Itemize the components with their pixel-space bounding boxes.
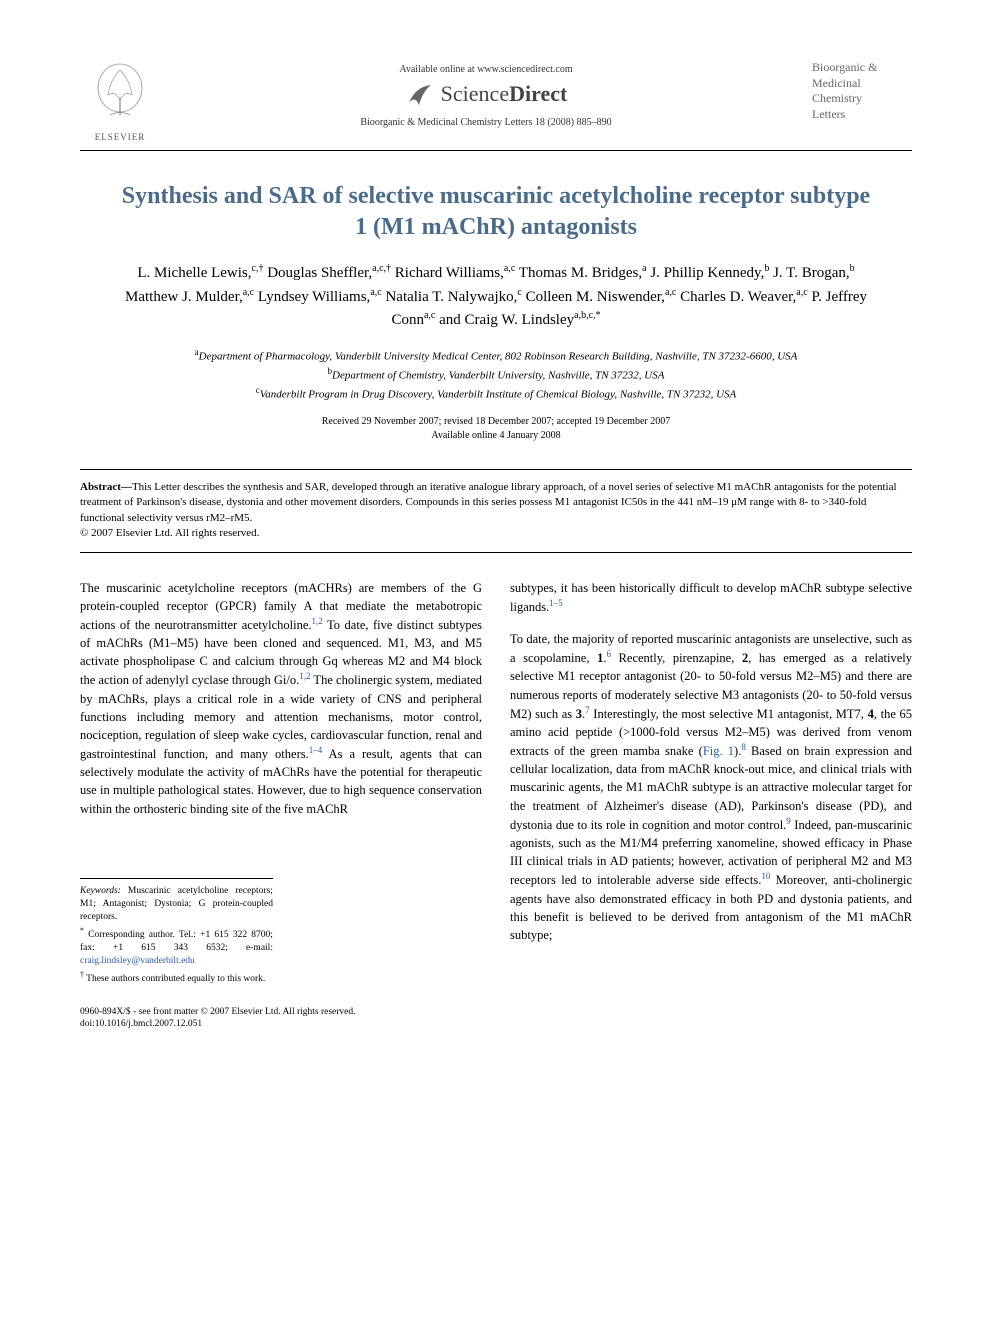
affiliation-b-text: Department of Chemistry, Vanderbilt Univ… — [332, 370, 664, 382]
article-dates: Received 29 November 2007; revised 18 De… — [80, 415, 912, 443]
citation-line: Bioorganic & Medicinal Chemistry Letters… — [160, 117, 812, 128]
journal-name-l1: Bioorganic & — [812, 60, 912, 76]
lp-r2[interactable]: 1,2 — [299, 671, 310, 681]
affiliation-a: aDepartment of Pharmacology, Vanderbilt … — [120, 346, 872, 365]
doi-line: doi:10.1016/j.bmcl.2007.12.051 — [80, 1018, 912, 1030]
journal-name-l2: Medicinal — [812, 76, 912, 92]
abstract-box: Abstract—This Letter describes the synth… — [80, 469, 912, 553]
journal-name-l3: Chemistry — [812, 91, 912, 107]
footnotes: Keywords: Muscarinic acetylcholine recep… — [80, 878, 273, 986]
affiliation-c-text: Vanderbilt Program in Drug Discovery, Va… — [260, 389, 737, 401]
corr-email-link[interactable]: craig.lindsley@vanderbilt.edu — [80, 956, 195, 966]
corr-text: Corresponding author. Tel.: +1 615 322 8… — [80, 930, 273, 953]
journal-header: ELSEVIER Available online at www.science… — [80, 60, 912, 142]
affiliation-a-text: Department of Pharmacology, Vanderbilt U… — [199, 351, 798, 363]
sciencedirect-text: ScienceDirect — [441, 81, 568, 107]
elsevier-tree-icon — [90, 60, 150, 130]
front-matter-line: 0960-894X/$ - see front matter © 2007 El… — [80, 1006, 912, 1018]
abstract-copyright: © 2007 Elsevier Ltd. All rights reserved… — [80, 526, 912, 541]
affiliation-b: bDepartment of Chemistry, Vanderbilt Uni… — [120, 365, 872, 384]
sciencedirect-swoosh-icon — [405, 81, 435, 107]
lp-r1[interactable]: 1,2 — [312, 616, 323, 626]
abstract-text: This Letter describes the synthesis and … — [80, 481, 897, 524]
abstract-paragraph: Abstract—This Letter describes the synth… — [80, 480, 912, 526]
keywords-label: Keywords: — [80, 886, 121, 896]
left-paragraph: The muscarinic acetylcholine receptors (… — [80, 579, 482, 818]
rp2-f: Interestingly, the most selective M1 ant… — [590, 707, 868, 721]
authors-list: L. Michelle Lewis,c,† Douglas Sheffler,a… — [110, 261, 882, 332]
lp-r3[interactable]: 1–4 — [309, 745, 323, 755]
right-paragraph-1: subtypes, it has been historically diffi… — [510, 579, 912, 616]
equal-contribution: † These authors contributed equally to t… — [80, 969, 273, 986]
article-title: Synthesis and SAR of selective muscarini… — [120, 181, 872, 243]
bottom-matter: 0960-894X/$ - see front matter © 2007 El… — [80, 1006, 912, 1031]
affiliation-c: cVanderbilt Program in Drug Discovery, V… — [120, 384, 872, 403]
rp1-r1[interactable]: 1–5 — [549, 598, 563, 608]
journal-name-l4: Letters — [812, 107, 912, 123]
elsevier-label: ELSEVIER — [95, 132, 146, 142]
right-paragraph-2: To date, the majority of reported muscar… — [510, 630, 912, 944]
available-online-text: Available online at www.sciencedirect.co… — [160, 64, 812, 75]
sd-suffix: Direct — [509, 81, 567, 106]
sciencedirect-logo: ScienceDirect — [160, 81, 812, 107]
fig1-link[interactable]: Fig. 1 — [703, 744, 734, 758]
affiliations: aDepartment of Pharmacology, Vanderbilt … — [120, 346, 872, 403]
rp2-r6[interactable]: 10 — [761, 871, 770, 881]
abstract-label: Abstract— — [80, 481, 132, 493]
rp1-s1: subtypes, it has been historically diffi… — [510, 581, 912, 614]
rp2-c: Recently, pirenzapine, — [611, 651, 742, 665]
keywords-line: Keywords: Muscarinic acetylcholine recep… — [80, 885, 273, 925]
header-rule — [80, 150, 912, 151]
journal-name-block: Bioorganic & Medicinal Chemistry Letters — [812, 60, 912, 122]
dagger-text: These authors contributed equally to thi… — [84, 974, 265, 984]
dates-line2: Available online 4 January 2008 — [80, 429, 912, 443]
right-column: subtypes, it has been historically diffi… — [510, 579, 912, 986]
sd-prefix: Science — [441, 81, 509, 106]
left-column: The muscarinic acetylcholine receptors (… — [80, 579, 482, 986]
header-center: Available online at www.sciencedirect.co… — [160, 60, 812, 128]
body-columns: The muscarinic acetylcholine receptors (… — [80, 579, 912, 986]
corresponding-author: * Corresponding author. Tel.: +1 615 322… — [80, 925, 273, 969]
elsevier-logo-block: ELSEVIER — [80, 60, 160, 142]
dates-line1: Received 29 November 2007; revised 18 De… — [80, 415, 912, 429]
